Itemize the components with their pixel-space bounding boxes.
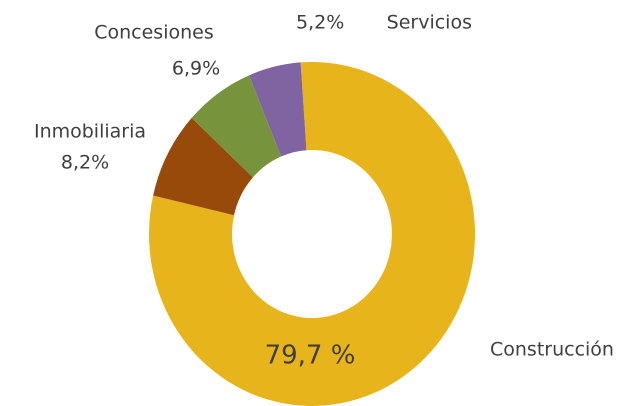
value-label: 79,7 % — [265, 341, 356, 371]
value-label: 5,2% — [296, 12, 344, 34]
value-label: 8,2% — [61, 152, 109, 174]
slice — [191, 75, 282, 178]
slice — [249, 62, 307, 157]
category-label: Concesiones — [94, 22, 214, 44]
value-label: 6,9% — [172, 58, 220, 80]
slice — [148, 62, 475, 406]
category-label: Inmobiliaria — [34, 121, 146, 143]
category-label: Servicios — [387, 12, 472, 34]
category-label: Construcción — [490, 339, 614, 361]
slices — [148, 62, 475, 406]
slice — [153, 117, 253, 216]
